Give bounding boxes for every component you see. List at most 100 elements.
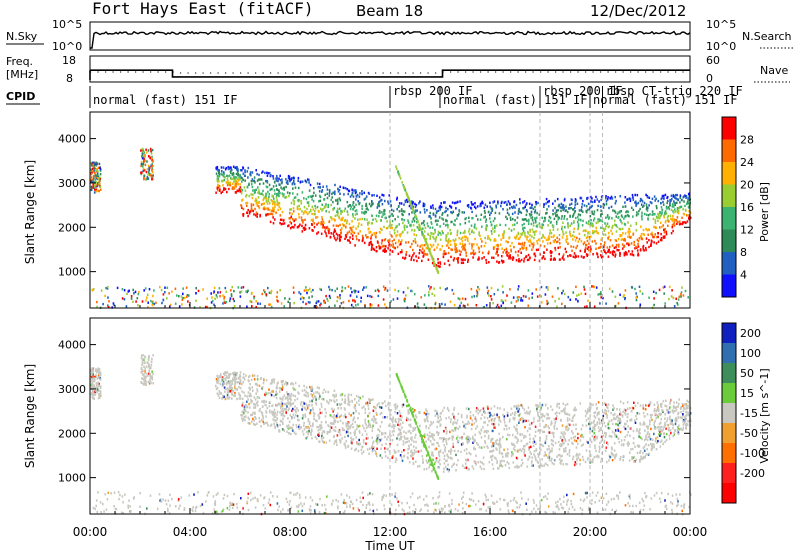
power-echo-3163 [182, 297, 184, 300]
power-echo-1829 [583, 256, 585, 259]
power-echo-618 [571, 249, 573, 252]
power-echo-1329 [220, 170, 223, 173]
velocity-echo-115 [541, 458, 543, 461]
power-echo-3250 [441, 302, 443, 306]
power-echo-2182 [412, 201, 414, 204]
power-echo-1702 [306, 212, 309, 216]
velocity-echo-372 [511, 412, 514, 415]
power-echo-987 [432, 213, 435, 216]
power-echo-1270 [414, 202, 416, 206]
velocity-echo-998 [350, 441, 352, 444]
power-echo-2078 [301, 180, 304, 183]
power-echo-3095 [340, 302, 343, 305]
power-echo-679 [219, 188, 221, 191]
power-echo-1460 [630, 206, 633, 209]
power-echo-471 [226, 190, 228, 194]
velocity-echo-941 [466, 416, 468, 419]
power-echo-2569 [432, 204, 434, 207]
velocity-echo-298 [284, 397, 287, 400]
power-echo-81 [419, 248, 421, 252]
velocity-echo-1083 [596, 423, 598, 426]
velocity-echo-1394 [286, 396, 289, 400]
velocity-echo-1329 [230, 388, 233, 392]
power-echo-2852 [276, 299, 278, 302]
power-echo-499 [420, 250, 423, 253]
velocity-echo-632 [681, 416, 684, 419]
velocity-echo-855 [584, 409, 587, 413]
velocity-echo-1180 [615, 422, 617, 426]
power-echo-2594 [498, 261, 500, 264]
velocity-echo-1396 [636, 412, 639, 415]
velocity-echo-605 [248, 402, 250, 406]
power-echo-2136 [246, 204, 248, 207]
power-echo-147 [673, 195, 676, 198]
velocity-echo-256 [653, 421, 656, 424]
velocity-echo-1301 [249, 394, 251, 397]
power-echo-1726 [397, 205, 400, 208]
power-echo-1863 [543, 251, 545, 254]
power-echo-495 [584, 248, 586, 252]
power-echo-957 [367, 236, 369, 239]
power-echo-2892 [125, 305, 128, 308]
velocity-echo-1242 [447, 463, 449, 466]
velocity-echo-1090 [486, 405, 489, 408]
power-echo-2934 [670, 295, 673, 298]
power-echo-1525 [229, 170, 232, 173]
power-echo-2458 [253, 189, 256, 192]
power-echo-1997 [524, 205, 526, 209]
velocity-echo-1085 [624, 411, 626, 415]
velocity-echo-1110 [541, 413, 544, 416]
power-echo-1255 [640, 232, 643, 236]
power-echo-1915 [308, 181, 310, 184]
velocity-echo-413 [360, 448, 363, 452]
velocity-echo-626 [622, 410, 624, 413]
power-echo-1684 [530, 213, 533, 216]
velocity-echo-498 [246, 400, 248, 403]
power-echo-2518 [216, 175, 219, 178]
power-echo-1632 [598, 218, 601, 221]
velocity-echo-1280 [666, 410, 669, 414]
power-echo-222 [346, 239, 349, 242]
velocity-echo-982 [342, 422, 344, 425]
power-echo-992 [385, 245, 387, 248]
power-echo-2145 [455, 248, 458, 251]
power-echo-864 [437, 243, 439, 246]
power-echo-355 [424, 226, 427, 229]
velocity-echo-796 [556, 415, 558, 418]
power-echo-1835 [554, 239, 557, 242]
velocity-echo-79 [613, 442, 616, 445]
velocity-echo-728 [477, 408, 479, 411]
power-echo-3116 [113, 303, 115, 307]
power-echo-1537 [277, 203, 279, 206]
power-echo-1523 [379, 211, 381, 214]
power-echo-3125 [255, 305, 257, 309]
power-echo-1693 [305, 180, 308, 183]
power-echo-1184 [379, 227, 382, 230]
power-echo-711 [361, 204, 363, 208]
power-echo-296 [619, 254, 621, 257]
power-echo-749 [556, 197, 559, 201]
power-echo-1103 [259, 182, 261, 186]
power-echo-301 [670, 208, 673, 212]
velocity-echo-1112 [584, 460, 587, 464]
velocity-echo-795 [400, 437, 402, 441]
power-echo-124 [624, 237, 626, 241]
velocity-echo-1118 [591, 429, 594, 433]
power-echo-642 [639, 207, 641, 211]
power-echo-119 [600, 250, 603, 253]
power-echo-2488 [600, 254, 602, 257]
velocity-echo-1108 [496, 415, 499, 418]
power-echo-2688 [99, 168, 102, 171]
power-echo-1435 [389, 220, 391, 223]
power-echo-3181 [323, 301, 325, 304]
power-echo-607 [267, 213, 270, 216]
noise-right-label: N.Search [742, 30, 792, 43]
power-echo-1602 [239, 174, 241, 177]
power-echo-64 [438, 216, 441, 219]
velocity-echo-308 [445, 438, 447, 441]
power-echo-1328 [576, 220, 579, 224]
velocity-echo-956 [423, 434, 425, 437]
power-echo-400 [627, 221, 629, 224]
power-echo-1816 [361, 207, 363, 210]
power-echo-1190 [488, 261, 490, 264]
